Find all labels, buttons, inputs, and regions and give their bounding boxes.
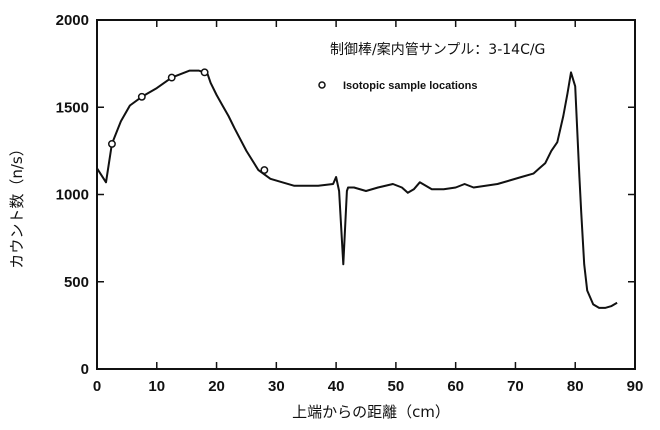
y-tick-label: 500 xyxy=(64,274,89,291)
sample-point xyxy=(200,68,209,77)
legend-label: Isotopic sample locations xyxy=(343,80,477,92)
x-tick-label: 60 xyxy=(447,378,464,395)
x-tick-label: 40 xyxy=(328,378,345,395)
sample-markers xyxy=(107,68,269,175)
x-tick-label: 80 xyxy=(567,378,584,395)
x-tick-label: 70 xyxy=(507,378,524,395)
y-tick-label: 1500 xyxy=(56,99,89,116)
chart-title: 制御棒/案内管サンプル：3-14C/G xyxy=(330,41,545,58)
legend-marker xyxy=(318,81,326,89)
x-axis-title: 上端からの距離（cm） xyxy=(292,403,450,421)
sample-point xyxy=(137,92,146,101)
x-tick-label: 0 xyxy=(93,378,101,395)
sample-point xyxy=(107,139,116,148)
x-tick-label: 10 xyxy=(148,378,165,395)
y-tick-label: 2000 xyxy=(56,12,89,29)
sample-point xyxy=(167,73,176,82)
y-tick-label: 0 xyxy=(81,361,89,378)
y-axis: 0 500 1000 1500 2000 xyxy=(56,12,635,378)
series-line xyxy=(96,69,618,309)
x-tick-label: 90 xyxy=(627,378,644,395)
x-tick-label: 20 xyxy=(208,378,225,395)
y-tick-label: 1000 xyxy=(56,187,89,204)
x-axis: 0 10 20 30 40 50 60 70 80 90 xyxy=(93,20,644,395)
x-tick-label: 30 xyxy=(268,378,285,395)
sample-point xyxy=(260,166,269,175)
x-tick-label: 50 xyxy=(388,378,405,395)
y-axis-title: カウント数（n/s） xyxy=(8,141,26,268)
plot-frame xyxy=(96,19,636,370)
